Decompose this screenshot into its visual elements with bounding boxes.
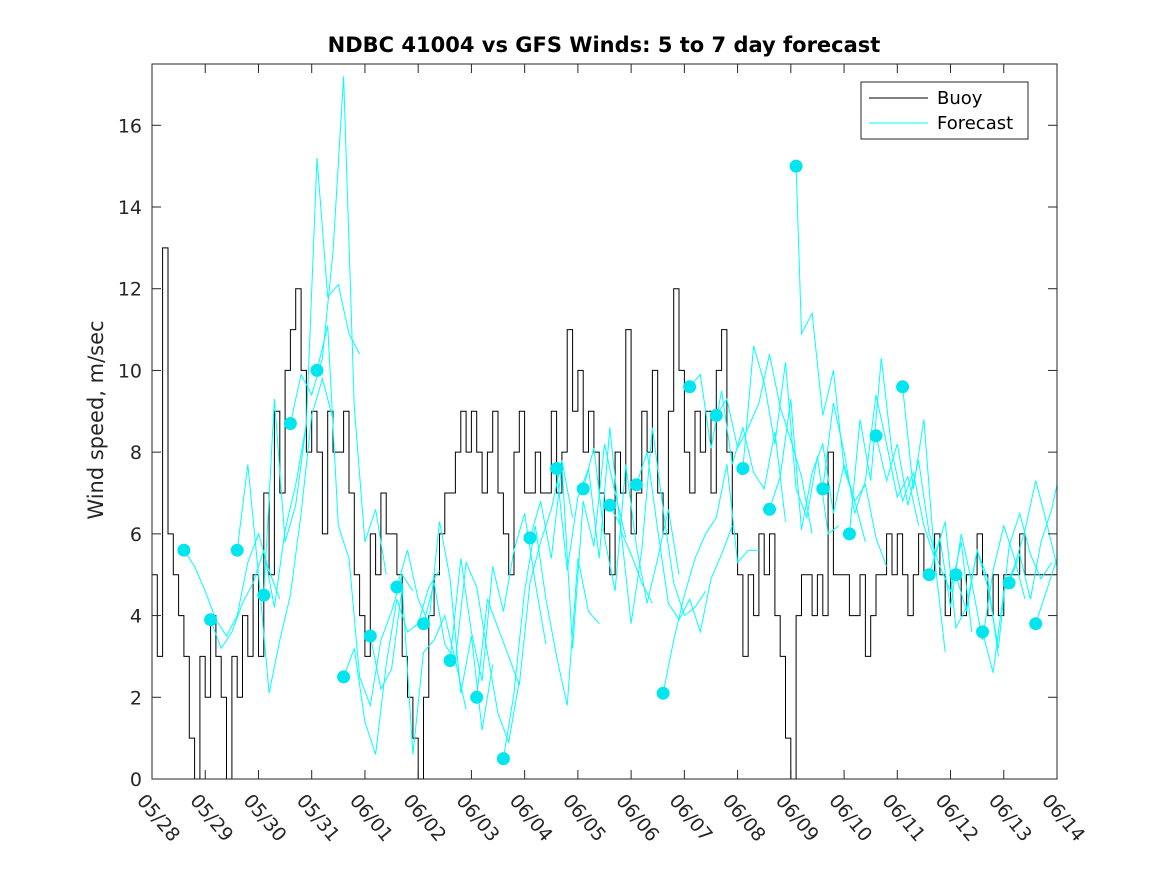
y-tick-label: 10 — [118, 360, 142, 382]
forecast-series-line-27 — [875, 435, 973, 632]
forecast-series-line-7 — [343, 570, 440, 755]
forecast-start-marker-3 — [230, 543, 244, 557]
legend-box — [860, 81, 1029, 140]
forecast-start-marker-28 — [896, 380, 910, 394]
forecast-start-marker-14 — [523, 531, 537, 545]
y-tick-label: 0 — [130, 769, 142, 791]
forecast-series-line-17 — [609, 427, 707, 624]
buoy-series-line — [152, 247, 1057, 779]
forecast-start-marker-25 — [816, 482, 830, 496]
forecast-series-line-29 — [928, 523, 1026, 641]
forecast-series-line-30 — [955, 511, 1053, 649]
forecast-series-line-15 — [556, 427, 653, 604]
forecast-start-marker-4 — [257, 588, 271, 602]
forecast-start-marker-15 — [550, 462, 564, 475]
forecast-series-line-4 — [263, 157, 361, 596]
forecast-series-line-9 — [396, 521, 494, 731]
forecast-series-line-11 — [449, 513, 547, 682]
forecast-start-marker-8 — [363, 629, 377, 643]
forecast-start-marker-33 — [1029, 617, 1043, 631]
forecast-start-marker-26 — [842, 527, 856, 541]
legend-buoy-label: Buoy — [937, 88, 983, 109]
forecast-start-marker-21 — [709, 408, 723, 422]
forecast-series-line-5 — [289, 76, 387, 575]
forecast-start-marker-24 — [789, 159, 803, 173]
forecast-start-marker-31 — [976, 625, 989, 639]
forecast-start-marker-19 — [656, 686, 670, 700]
series-group — [152, 76, 1057, 779]
forecast-start-marker-10 — [417, 617, 430, 631]
y-tick-label: 8 — [130, 442, 142, 464]
y-tick-label: 12 — [118, 279, 142, 301]
chart-title: NDBC 41004 vs GFS Winds: 5 to 7 day fore… — [328, 33, 881, 57]
forecast-series-line-32 — [1008, 484, 1057, 600]
forecast-start-marker-11 — [443, 654, 457, 667]
y-tick-label: 6 — [130, 524, 142, 546]
forecast-series-line-24 — [795, 166, 888, 567]
forecast-series-line-2 — [210, 423, 307, 650]
forecast-start-marker-2 — [204, 613, 218, 627]
forecast-start-marker-32 — [1002, 576, 1016, 590]
forecast-series-line-12 — [476, 460, 574, 698]
y-axis-label: Wind speed, m/sec — [84, 320, 108, 519]
forecast-series-line-13 — [502, 525, 600, 759]
forecast-start-marker-22 — [736, 462, 750, 475]
forecast-series-line-33 — [1035, 558, 1057, 624]
forecast-series-line-14 — [529, 443, 627, 649]
forecast-start-marker-12 — [470, 690, 484, 704]
axes-box — [151, 63, 1058, 780]
forecast-series-line-18 — [635, 451, 733, 634]
forecast-start-marker-16 — [576, 482, 590, 496]
forecast-start-marker-30 — [949, 568, 963, 582]
forecast-start-marker-23 — [763, 502, 776, 516]
forecast-start-marker-20 — [683, 380, 697, 394]
forecast-start-marker-27 — [869, 429, 883, 443]
forecast-series-line-19 — [662, 464, 759, 694]
forecast-series-line-8 — [369, 586, 467, 755]
y-tick-label: 14 — [118, 197, 142, 219]
y-tick-label: 4 — [130, 606, 142, 628]
forecast-start-marker-9 — [390, 580, 404, 594]
forecast-series-line-31 — [982, 480, 1057, 673]
forecast-start-marker-17 — [603, 498, 617, 512]
forecast-start-marker-1 — [177, 543, 191, 557]
y-tick-label: 16 — [118, 115, 142, 137]
forecast-start-marker-6 — [310, 363, 324, 377]
y-tick-label: 2 — [130, 687, 142, 709]
forecast-series-line-10 — [423, 560, 520, 745]
forecast-start-marker-13 — [496, 752, 510, 766]
forecast-series-line-16 — [582, 447, 680, 604]
forecast-start-marker-7 — [337, 670, 351, 684]
forecast-series-line-26 — [848, 358, 946, 653]
forecast-start-marker-5 — [283, 417, 297, 430]
legend: Buoy Forecast — [860, 81, 1029, 140]
forecast-start-marker-29 — [922, 568, 936, 582]
legend-forecast-label: Forecast — [937, 113, 1013, 134]
forecast-start-marker-18 — [629, 478, 643, 492]
forecast-series-line-3 — [236, 376, 334, 694]
